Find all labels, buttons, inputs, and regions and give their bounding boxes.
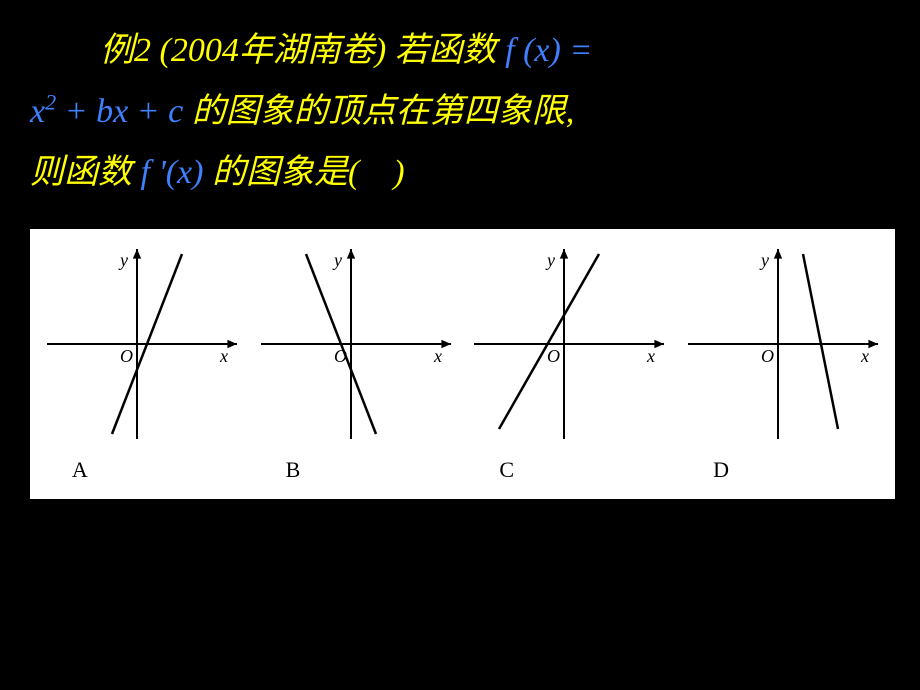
svg-text:y: y: [332, 250, 342, 270]
line2-mid: + bx + c: [56, 93, 183, 130]
line3-yellow-a: 则函数: [30, 154, 132, 191]
slide-container: 例2 (2004年湖南卷) 若函数 f (x) = x2 + bx + c 的图…: [0, 0, 920, 690]
graph-c: y x O C: [469, 244, 669, 483]
line2-yellow: 的图象的顶点在第四象限,: [192, 93, 575, 130]
svg-text:O: O: [761, 346, 774, 366]
line2-x: x: [30, 93, 45, 130]
problem-text: 例2 (2004年湖南卷) 若函数 f (x) = x2 + bx + c 的图…: [30, 20, 890, 204]
problem-line-2: x2 + bx + c 的图象的顶点在第四象限,: [30, 81, 890, 142]
svg-text:x: x: [646, 346, 655, 366]
graphs-container: y x O A y x O B y x O C y x O D: [30, 229, 895, 499]
svg-text:x: x: [860, 346, 869, 366]
line3-yellow-b: 的图象是( ): [212, 154, 405, 191]
graph-d-label: D: [713, 457, 883, 483]
graph-b: yxO B: [256, 244, 456, 483]
svg-text:O: O: [547, 346, 560, 366]
svg-text:y: y: [545, 250, 555, 270]
graph-d: y x O D: [683, 244, 883, 483]
graph-b-label: B: [286, 457, 456, 483]
line2-sup: 2: [45, 90, 56, 115]
problem-line-3: 则函数 f '(x) 的图象是( ): [30, 142, 890, 203]
svg-text:x: x: [433, 346, 442, 366]
line1-fx: f (x) =: [505, 32, 592, 69]
graph-c-svg: y x O: [469, 244, 669, 444]
graph-d-svg: y x O: [683, 244, 883, 444]
svg-text:x: x: [219, 346, 228, 366]
svg-text:O: O: [120, 346, 133, 366]
line1-prefix: 例2 (2004年湖南卷) 若函数: [100, 32, 497, 69]
problem-line-1: 例2 (2004年湖南卷) 若函数 f (x) =: [100, 20, 890, 81]
graph-c-label: C: [499, 457, 669, 483]
graph-a-svg: y x O: [42, 244, 242, 444]
svg-text:y: y: [118, 250, 128, 270]
line3-fp: f '(x): [141, 154, 204, 191]
graph-a: y x O A: [42, 244, 242, 483]
graph-b-svg: yxO: [256, 244, 456, 444]
svg-text:y: y: [759, 250, 769, 270]
graph-a-label: A: [72, 457, 242, 483]
